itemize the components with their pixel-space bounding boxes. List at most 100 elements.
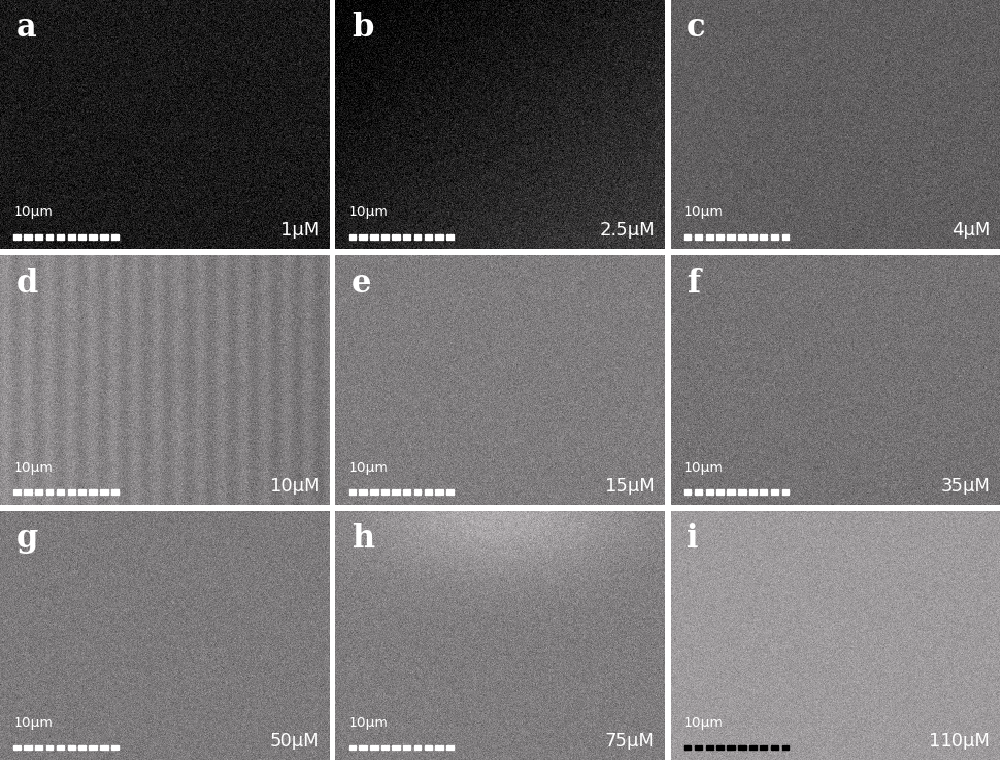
FancyBboxPatch shape xyxy=(684,489,691,495)
Text: 75μM: 75μM xyxy=(605,732,655,750)
Text: 4μM: 4μM xyxy=(952,221,990,239)
FancyBboxPatch shape xyxy=(403,489,410,495)
FancyBboxPatch shape xyxy=(446,234,454,239)
FancyBboxPatch shape xyxy=(392,234,400,239)
FancyBboxPatch shape xyxy=(89,745,97,750)
Text: 15μM: 15μM xyxy=(605,477,655,495)
Text: b: b xyxy=(352,12,373,43)
FancyBboxPatch shape xyxy=(749,234,757,239)
FancyBboxPatch shape xyxy=(782,489,789,495)
FancyBboxPatch shape xyxy=(57,489,64,495)
FancyBboxPatch shape xyxy=(727,234,735,239)
FancyBboxPatch shape xyxy=(760,489,767,495)
FancyBboxPatch shape xyxy=(716,234,724,239)
FancyBboxPatch shape xyxy=(370,745,378,750)
FancyBboxPatch shape xyxy=(381,489,389,495)
Text: 10μm: 10μm xyxy=(13,205,53,220)
FancyBboxPatch shape xyxy=(349,745,356,750)
FancyBboxPatch shape xyxy=(24,489,32,495)
FancyBboxPatch shape xyxy=(370,234,378,239)
Text: 10μm: 10μm xyxy=(684,205,724,220)
FancyBboxPatch shape xyxy=(414,489,421,495)
FancyBboxPatch shape xyxy=(100,745,108,750)
Text: e: e xyxy=(352,268,371,299)
FancyBboxPatch shape xyxy=(695,234,702,239)
FancyBboxPatch shape xyxy=(706,745,713,750)
FancyBboxPatch shape xyxy=(446,745,454,750)
FancyBboxPatch shape xyxy=(100,234,108,239)
FancyBboxPatch shape xyxy=(782,234,789,239)
Text: g: g xyxy=(16,523,38,554)
Text: 10μm: 10μm xyxy=(13,716,53,730)
FancyBboxPatch shape xyxy=(706,489,713,495)
Text: 10μm: 10μm xyxy=(349,461,388,475)
FancyBboxPatch shape xyxy=(695,745,702,750)
FancyBboxPatch shape xyxy=(46,745,53,750)
FancyBboxPatch shape xyxy=(381,745,389,750)
FancyBboxPatch shape xyxy=(89,234,97,239)
Text: d: d xyxy=(16,268,38,299)
FancyBboxPatch shape xyxy=(359,234,367,239)
Text: 10μm: 10μm xyxy=(349,716,388,730)
FancyBboxPatch shape xyxy=(57,745,64,750)
FancyBboxPatch shape xyxy=(78,234,86,239)
FancyBboxPatch shape xyxy=(349,489,356,495)
FancyBboxPatch shape xyxy=(760,745,767,750)
FancyBboxPatch shape xyxy=(381,234,389,239)
FancyBboxPatch shape xyxy=(68,234,75,239)
Text: 10μm: 10μm xyxy=(684,716,724,730)
Text: h: h xyxy=(352,523,374,554)
FancyBboxPatch shape xyxy=(24,745,32,750)
FancyBboxPatch shape xyxy=(435,489,443,495)
Text: 35μM: 35μM xyxy=(940,477,990,495)
FancyBboxPatch shape xyxy=(78,745,86,750)
FancyBboxPatch shape xyxy=(13,489,21,495)
FancyBboxPatch shape xyxy=(370,489,378,495)
FancyBboxPatch shape xyxy=(35,234,42,239)
FancyBboxPatch shape xyxy=(684,745,691,750)
FancyBboxPatch shape xyxy=(35,489,42,495)
FancyBboxPatch shape xyxy=(738,234,746,239)
FancyBboxPatch shape xyxy=(749,745,757,750)
FancyBboxPatch shape xyxy=(684,234,691,239)
FancyBboxPatch shape xyxy=(749,489,757,495)
FancyBboxPatch shape xyxy=(359,745,367,750)
FancyBboxPatch shape xyxy=(349,234,356,239)
FancyBboxPatch shape xyxy=(78,489,86,495)
FancyBboxPatch shape xyxy=(425,489,432,495)
FancyBboxPatch shape xyxy=(771,745,778,750)
FancyBboxPatch shape xyxy=(738,489,746,495)
FancyBboxPatch shape xyxy=(24,234,32,239)
Text: i: i xyxy=(687,523,699,554)
Text: 50μM: 50μM xyxy=(270,732,319,750)
FancyBboxPatch shape xyxy=(89,489,97,495)
FancyBboxPatch shape xyxy=(392,489,400,495)
FancyBboxPatch shape xyxy=(435,234,443,239)
FancyBboxPatch shape xyxy=(425,234,432,239)
FancyBboxPatch shape xyxy=(111,234,119,239)
FancyBboxPatch shape xyxy=(760,234,767,239)
FancyBboxPatch shape xyxy=(13,234,21,239)
FancyBboxPatch shape xyxy=(57,234,64,239)
Text: c: c xyxy=(687,12,706,43)
FancyBboxPatch shape xyxy=(414,234,421,239)
FancyBboxPatch shape xyxy=(403,234,410,239)
FancyBboxPatch shape xyxy=(414,745,421,750)
FancyBboxPatch shape xyxy=(100,489,108,495)
FancyBboxPatch shape xyxy=(716,489,724,495)
FancyBboxPatch shape xyxy=(771,489,778,495)
Text: a: a xyxy=(16,12,36,43)
FancyBboxPatch shape xyxy=(403,745,410,750)
FancyBboxPatch shape xyxy=(425,745,432,750)
Text: 2.5μM: 2.5μM xyxy=(599,221,655,239)
FancyBboxPatch shape xyxy=(35,745,42,750)
FancyBboxPatch shape xyxy=(782,745,789,750)
Text: 10μM: 10μM xyxy=(270,477,319,495)
FancyBboxPatch shape xyxy=(111,489,119,495)
Text: 1μM: 1μM xyxy=(281,221,319,239)
FancyBboxPatch shape xyxy=(359,489,367,495)
Text: 10μm: 10μm xyxy=(349,205,388,220)
FancyBboxPatch shape xyxy=(446,489,454,495)
Text: 10μm: 10μm xyxy=(684,461,724,475)
FancyBboxPatch shape xyxy=(46,234,53,239)
